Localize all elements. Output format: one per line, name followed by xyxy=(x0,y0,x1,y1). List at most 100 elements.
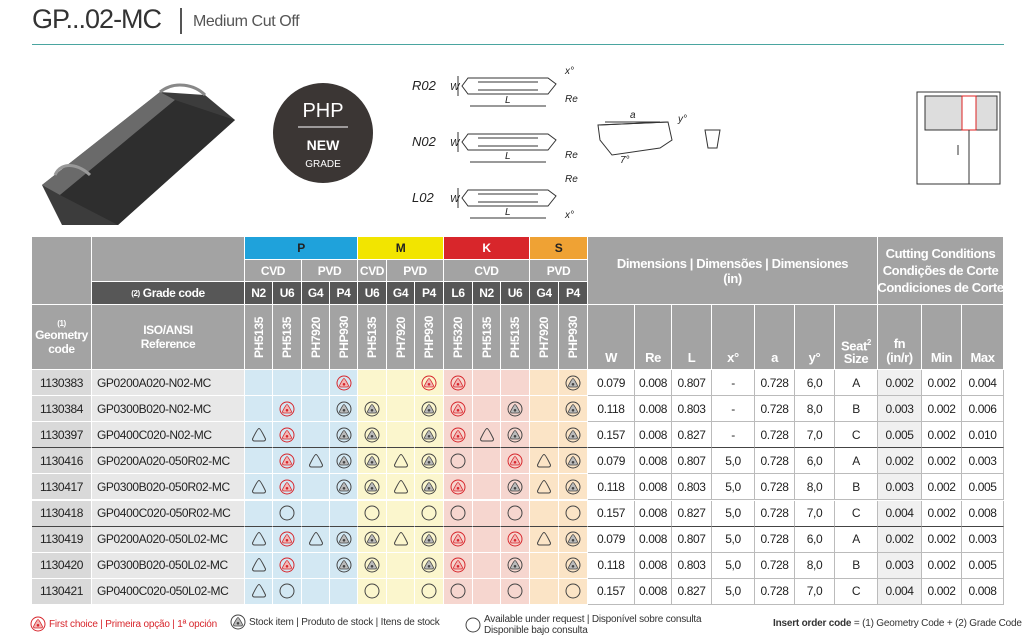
geometry-label: (1) Geometry code xyxy=(32,305,92,370)
grade-cell xyxy=(501,474,530,501)
label: Geometry code xyxy=(35,327,88,356)
symbol-dot xyxy=(342,382,345,386)
cut-value: 0.002 xyxy=(878,526,922,553)
symbol-ring xyxy=(507,479,523,495)
dim-value: 0.728 xyxy=(755,552,795,579)
iso-code: GP0300B020-N02-MC xyxy=(92,396,245,423)
availability-symbol xyxy=(251,427,266,442)
symbol-dot xyxy=(571,434,575,438)
symbol-dot xyxy=(456,565,460,568)
grade-cell xyxy=(273,474,302,501)
grade-code: U6 xyxy=(501,282,530,305)
symbol-dot xyxy=(342,565,345,568)
symbol-triangle xyxy=(33,619,43,629)
grade-cell xyxy=(501,448,530,475)
symbol-dot xyxy=(342,460,345,464)
availability-symbol xyxy=(230,614,246,630)
dim-value: 7,0 xyxy=(795,500,835,527)
symbol-ring xyxy=(336,401,351,417)
grade-cell xyxy=(473,448,501,475)
availability-symbol xyxy=(421,505,437,521)
grade-cell xyxy=(501,552,530,579)
availability-symbol xyxy=(507,531,523,547)
availability-symbol xyxy=(421,427,437,443)
grade-cell xyxy=(530,474,559,501)
dim-value: 0.803 xyxy=(672,396,712,423)
symbol-triangle xyxy=(338,534,349,544)
symbol-ring xyxy=(364,583,380,599)
grade-cell xyxy=(330,422,358,449)
grade-name: PH7920 xyxy=(387,305,415,370)
seat-line: Seat2 xyxy=(841,336,871,352)
dim-value: 0.827 xyxy=(672,578,712,605)
badge-brand: PHP xyxy=(302,100,343,122)
availability-symbol xyxy=(279,427,295,443)
symbol-dot xyxy=(513,565,517,568)
grade-name-text: PH5135 xyxy=(479,316,494,358)
symbol-ring xyxy=(565,531,581,547)
grade-code: P4 xyxy=(330,282,358,305)
badge-grade: GRADE xyxy=(305,159,341,170)
symbol-triangle xyxy=(453,429,463,440)
grade-cell xyxy=(302,578,330,605)
dim-value: 8,0 xyxy=(795,474,835,501)
grade-cell xyxy=(358,396,387,423)
dim-value: 0.118 xyxy=(588,474,635,501)
dim-value: 5,0 xyxy=(712,448,755,475)
symbol-ring xyxy=(279,505,295,521)
variant-inner xyxy=(478,81,538,91)
title-line: Cutting Conditions xyxy=(885,246,996,261)
grade-cell xyxy=(302,500,330,527)
symbol-dot xyxy=(571,460,575,464)
dim-value: 0.728 xyxy=(755,526,795,553)
availability-symbol xyxy=(450,401,466,417)
dim-value: 0.008 xyxy=(635,500,672,527)
grade-cell xyxy=(444,526,473,553)
dim-value: 0.728 xyxy=(755,448,795,475)
grade-cell xyxy=(330,552,358,579)
grade-cell xyxy=(559,422,588,449)
symbol-triangle xyxy=(453,377,463,387)
cut-value: 0.003 xyxy=(878,474,922,501)
grade-cell xyxy=(444,422,473,449)
availability-symbol xyxy=(393,453,408,468)
dim-value: 0.079 xyxy=(588,370,635,397)
grade-cell xyxy=(559,474,588,501)
symbol-ring xyxy=(364,479,380,495)
availability-symbol xyxy=(507,583,523,599)
grade-code: L6 xyxy=(444,282,473,305)
header-rule xyxy=(32,44,1004,45)
unit: (in) xyxy=(723,270,742,286)
symbol-dot xyxy=(285,460,289,464)
dim-value: B xyxy=(835,552,878,579)
grade-cell xyxy=(473,370,501,397)
symbol-dot xyxy=(285,539,289,542)
process-header: PVD xyxy=(387,260,444,282)
availability-symbol xyxy=(279,505,295,521)
legend-item: First choice | Primeira opção | 1ª opció… xyxy=(30,616,217,632)
symbol-triangle xyxy=(338,377,349,387)
symbol-ring xyxy=(507,453,523,469)
symbol-ring xyxy=(450,505,466,521)
symbol-dot xyxy=(342,486,345,490)
symbol-dot xyxy=(370,434,374,438)
symbol-triangle xyxy=(568,482,578,492)
variant-drawings: R02 W L Re x° N02 W L Re L02 W L Re x° xyxy=(412,66,578,221)
symbol-triangle xyxy=(453,482,463,492)
availability-symbol xyxy=(251,584,266,598)
grade-cell xyxy=(473,474,501,501)
symbol-dot xyxy=(513,539,517,542)
grade-cell xyxy=(387,396,415,423)
header-blank xyxy=(92,237,245,282)
grade-code-label: (2) Grade code xyxy=(92,282,245,305)
grade-cell xyxy=(245,396,273,423)
symbol-triangle xyxy=(568,560,578,570)
grade-cell xyxy=(302,422,330,449)
grade-name-text: PHP930 xyxy=(336,315,351,359)
title-separator xyxy=(180,8,182,34)
dim-value: 0.807 xyxy=(672,526,712,553)
symbol-ring xyxy=(279,453,295,469)
availability-symbol xyxy=(565,479,581,495)
cut-value: 0.002 xyxy=(878,370,922,397)
cut-value: 0.010 xyxy=(962,422,1004,449)
